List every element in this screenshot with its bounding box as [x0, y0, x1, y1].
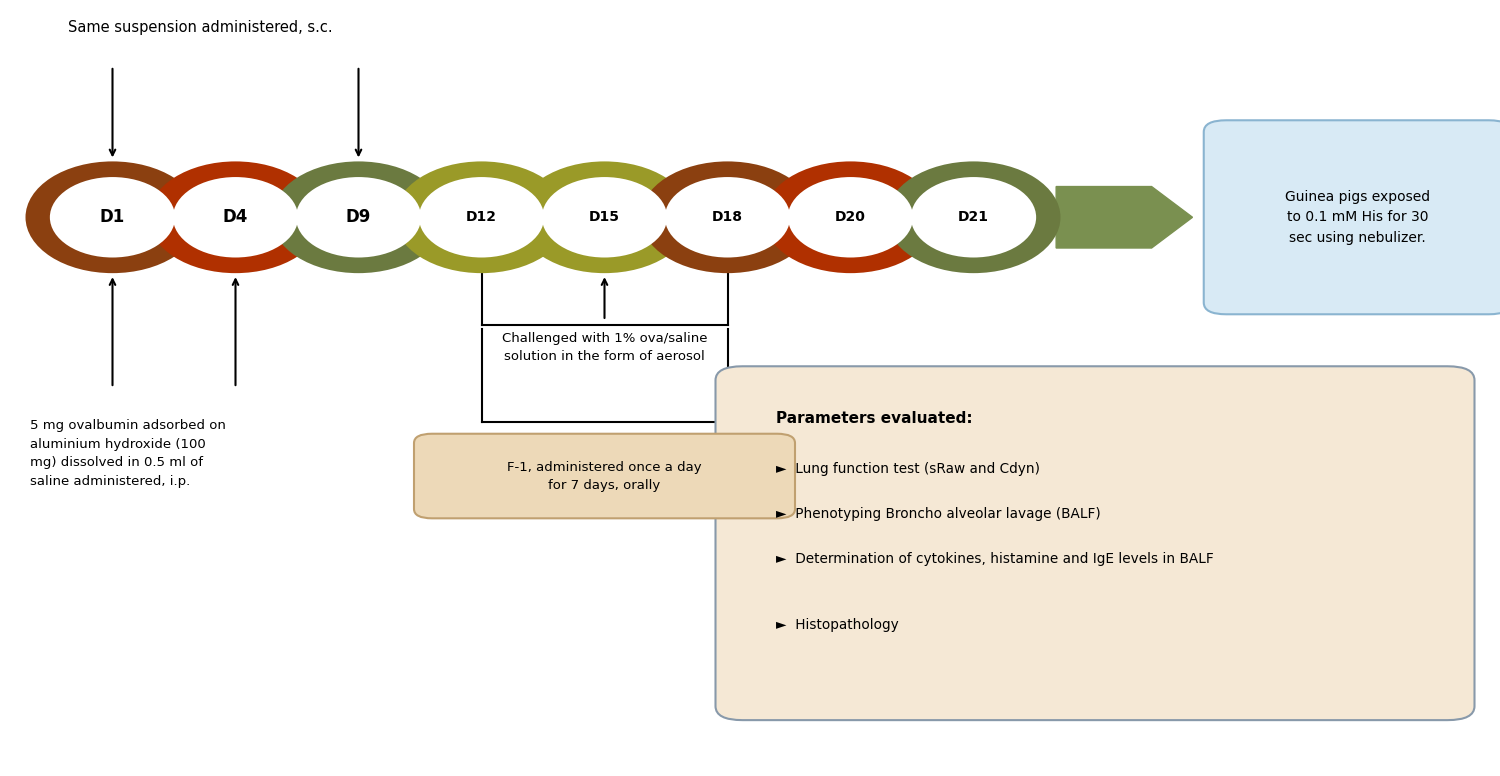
Ellipse shape: [50, 177, 176, 258]
Text: ►  Lung function test (sRaw and Cdyn): ► Lung function test (sRaw and Cdyn): [776, 462, 1040, 476]
Text: D18: D18: [712, 210, 742, 224]
Text: D9: D9: [346, 208, 370, 227]
FancyBboxPatch shape: [1203, 120, 1500, 314]
Ellipse shape: [296, 177, 422, 258]
FancyBboxPatch shape: [716, 366, 1474, 720]
Ellipse shape: [886, 161, 1060, 273]
Text: 5 mg ovalbumin adsorbed on
aluminium hydroxide (100
mg) dissolved in 0.5 ml of
s: 5 mg ovalbumin adsorbed on aluminium hyd…: [30, 419, 226, 487]
Text: D20: D20: [836, 210, 866, 224]
Polygon shape: [509, 186, 578, 248]
Text: ►  Determination of cytokines, histamine and IgE levels in BALF: ► Determination of cytokines, histamine …: [776, 552, 1214, 566]
Text: Guinea pigs exposed
to 0.1 mM His for 30
sec using nebulizer.: Guinea pigs exposed to 0.1 mM His for 30…: [1286, 189, 1430, 245]
Ellipse shape: [272, 161, 446, 273]
Polygon shape: [140, 186, 208, 248]
Text: D4: D4: [224, 208, 248, 227]
Text: Challenged with 1% ova/saline
solution in the form of aerosol: Challenged with 1% ova/saline solution i…: [501, 332, 708, 363]
Ellipse shape: [26, 161, 200, 273]
Text: Parameters evaluated:: Parameters evaluated:: [776, 411, 972, 426]
Polygon shape: [754, 186, 824, 248]
FancyBboxPatch shape: [414, 434, 795, 518]
Text: D12: D12: [466, 210, 496, 224]
Text: D21: D21: [958, 210, 988, 224]
Text: D1: D1: [100, 208, 124, 227]
Text: Same suspension administered, s.c.: Same suspension administered, s.c.: [68, 19, 332, 35]
Ellipse shape: [172, 177, 298, 258]
Text: D15: D15: [590, 210, 620, 224]
Polygon shape: [632, 186, 700, 248]
Ellipse shape: [419, 177, 544, 258]
Polygon shape: [1056, 186, 1192, 248]
Polygon shape: [386, 186, 454, 248]
Polygon shape: [262, 186, 332, 248]
Ellipse shape: [148, 161, 322, 273]
Polygon shape: [878, 186, 946, 248]
Text: ►  Histopathology: ► Histopathology: [776, 618, 898, 632]
Ellipse shape: [542, 177, 668, 258]
Ellipse shape: [764, 161, 938, 273]
Ellipse shape: [394, 161, 568, 273]
Ellipse shape: [910, 177, 1036, 258]
Text: ►  Phenotyping Broncho alveolar lavage (BALF): ► Phenotyping Broncho alveolar lavage (B…: [776, 507, 1100, 521]
Ellipse shape: [518, 161, 692, 273]
Ellipse shape: [788, 177, 914, 258]
Ellipse shape: [664, 177, 790, 258]
Text: F-1, administered once a day
for 7 days, orally: F-1, administered once a day for 7 days,…: [507, 460, 702, 491]
Ellipse shape: [640, 161, 815, 273]
